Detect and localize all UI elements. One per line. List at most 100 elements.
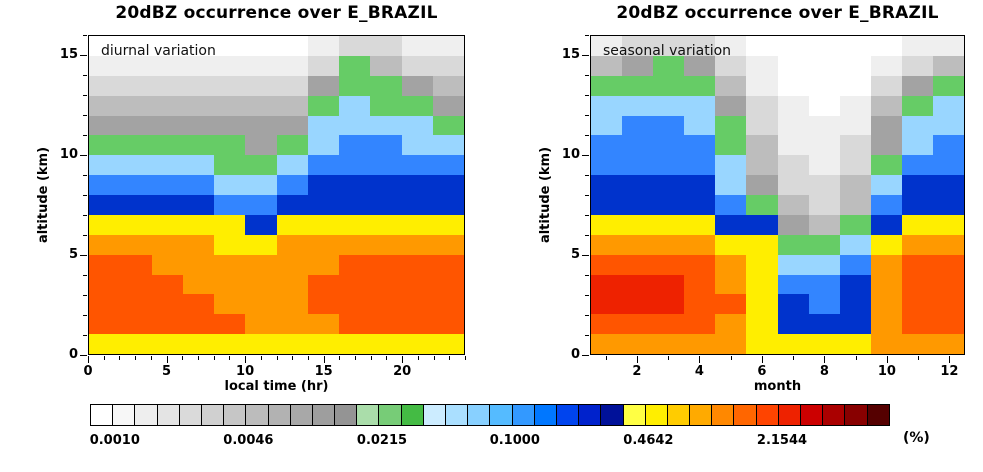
heat-cell	[401, 36, 433, 56]
colorbar-cell	[711, 405, 734, 425]
heat-cell	[653, 75, 685, 96]
heat-cell	[370, 234, 402, 255]
heat-cell	[684, 36, 716, 56]
heat-cell	[653, 314, 685, 335]
heat-cell	[151, 95, 183, 116]
heat-cell	[901, 214, 933, 235]
heat-cell	[245, 155, 277, 176]
heat-cell	[276, 36, 308, 56]
colorbar-cell	[555, 405, 579, 425]
y-tick	[585, 235, 589, 236]
y-tick-label: 10	[59, 147, 78, 162]
heat-cell	[653, 155, 685, 176]
heat-cell	[777, 254, 809, 275]
heat-cell	[432, 214, 464, 235]
heat-cell	[746, 294, 778, 315]
heat-cell	[214, 36, 246, 56]
heat-cell	[245, 135, 277, 156]
y-tick	[83, 75, 87, 76]
heat-cell	[307, 274, 339, 295]
x-tick	[761, 356, 763, 363]
heat-cell	[182, 135, 214, 156]
heat-cell	[808, 234, 840, 255]
heat-cell	[932, 314, 964, 335]
colorbar-cell	[178, 405, 201, 425]
heat-cell	[653, 334, 685, 354]
heat-cell	[151, 36, 183, 56]
heat-cell	[339, 334, 371, 354]
x-tick	[292, 356, 294, 360]
heat-cell	[307, 95, 339, 116]
heat-cell	[182, 195, 214, 215]
heat-cell	[339, 75, 371, 96]
heat-cell	[808, 36, 840, 56]
heat-cell	[715, 195, 747, 215]
y-tick-label: 0	[68, 347, 78, 362]
x-tick	[386, 356, 388, 360]
heat-cell	[432, 195, 464, 215]
heat-cell	[746, 75, 778, 96]
heat-cell	[932, 135, 964, 156]
x-tick	[449, 356, 451, 360]
heat-cell	[401, 334, 433, 354]
heat-cell	[339, 314, 371, 335]
heat-cell	[684, 334, 716, 354]
heat-cell	[182, 294, 214, 315]
colorbar-cell	[356, 405, 379, 425]
heat-cell	[839, 175, 871, 195]
heat-cell	[622, 115, 654, 136]
heat-cell	[932, 75, 964, 96]
y-tick	[80, 55, 87, 56]
heat-cell	[214, 254, 246, 275]
heat-cell	[591, 314, 623, 335]
heat-cell	[339, 234, 371, 255]
heat-cell	[151, 274, 183, 295]
heat-cell	[901, 294, 933, 315]
heat-cell	[432, 55, 464, 76]
heat-cell	[870, 195, 902, 215]
heat-cell	[715, 135, 747, 156]
x-axis-label-right: month	[753, 379, 802, 394]
heat-cell	[245, 214, 277, 235]
heat-cell	[432, 95, 464, 116]
y-tick	[582, 355, 589, 356]
heat-cell	[182, 95, 214, 116]
heat-cell	[370, 254, 402, 275]
heat-cell	[684, 135, 716, 156]
heat-cell	[214, 195, 246, 215]
heat-cell	[151, 75, 183, 96]
heat-cell	[120, 135, 152, 156]
heat-cell	[746, 214, 778, 235]
heat-cell	[89, 214, 121, 235]
heat-cell	[120, 115, 152, 136]
heat-cell	[653, 294, 685, 315]
heat-cell	[182, 334, 214, 354]
heat-cell	[339, 254, 371, 275]
heat-cell	[120, 274, 152, 295]
heat-cell	[591, 115, 623, 136]
x-tick-label: 4	[694, 364, 704, 379]
x-tick	[465, 356, 466, 360]
heat-cell	[653, 55, 685, 76]
x-tick	[323, 356, 325, 363]
heat-cell	[746, 334, 778, 354]
heat-cell	[276, 75, 308, 96]
heat-cell	[839, 115, 871, 136]
heat-cell	[339, 195, 371, 215]
x-tick	[605, 356, 607, 360]
heat-cell	[715, 234, 747, 255]
colorbar-cell	[600, 405, 623, 425]
heat-cell	[622, 55, 654, 76]
heat-cell	[808, 294, 840, 315]
colorbar-cell	[666, 405, 690, 425]
heat-cell	[932, 115, 964, 136]
colorbar-cell	[622, 405, 645, 425]
heat-cell	[684, 75, 716, 96]
heat-cell	[182, 254, 214, 275]
x-tick	[307, 356, 309, 360]
heat-cell	[245, 36, 277, 56]
heat-cell	[339, 135, 371, 156]
heat-cell	[870, 75, 902, 96]
colorbar-tick-label: 0.0215	[356, 433, 408, 448]
heat-cell	[245, 195, 277, 215]
